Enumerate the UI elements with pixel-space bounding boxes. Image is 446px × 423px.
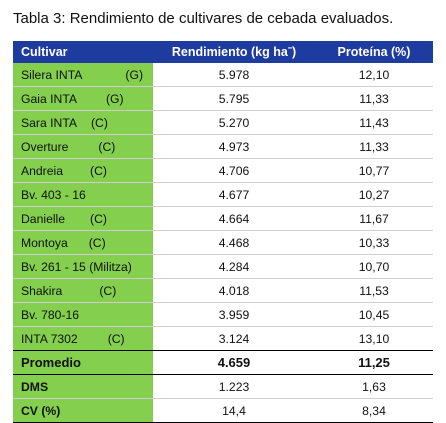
cultivar-name-cell: Bv. 780-16 <box>13 302 153 327</box>
yield-cell: 4.973 <box>153 134 315 159</box>
yield-cell: 4.664 <box>153 206 315 231</box>
yield-cell: 3.959 <box>153 302 315 327</box>
cultivar-name: Silera INTA <box>21 67 83 82</box>
stat-protein: 1,63 <box>362 379 386 394</box>
table-row: Bv. 780-16 3.959 10,45 <box>13 302 433 327</box>
cultivar-name-cell: Danielle (C) <box>13 206 153 231</box>
table-row: Bv. 403 - 16 4.677 10,27 <box>13 182 433 207</box>
stat-row: CV (%) 14,4 8,34 <box>13 398 433 423</box>
protein-cell: 11,33 <box>315 86 433 111</box>
cultivar-name-cell: Overture (C) <box>13 134 153 159</box>
cultivar-name-cell: Bv. 403 - 16 <box>13 182 153 207</box>
yield-cell: 5.270 <box>153 110 315 135</box>
protein-cell: 10,33 <box>315 230 433 255</box>
yield-cell: 4.677 <box>153 182 315 207</box>
protein-cell: 12,10 <box>358 67 390 82</box>
cultivar-name-cell: Andreia (C) <box>13 158 153 183</box>
table-row: INTA 7302 (C) 3.124 13,10 <box>13 326 433 351</box>
protein-cell: 10,70 <box>315 254 433 279</box>
yield-cell: 4.284 <box>153 254 315 279</box>
cultivar-name: Danielle <box>21 211 66 226</box>
protein-cell: 11,33 <box>315 134 433 159</box>
table-row: Andreia (C) 4.706 10,77 <box>13 158 433 183</box>
cultivar-type: (G) <box>125 67 144 82</box>
cultivar-name-cell: Bv. 261 - 15 (Militza) <box>13 254 153 279</box>
cultivar-type: (C) <box>91 115 108 130</box>
average-label: Promedio <box>13 350 153 375</box>
header-cultivar: Cultivar <box>13 41 153 63</box>
cultivar-name-cell: Sara INTA (C) <box>13 110 153 135</box>
protein-cell: 11,43 <box>315 110 433 135</box>
cultivar-name-cell: INTA 7302 (C) <box>13 326 153 351</box>
table-caption: Tabla 3: Rendimiento de cultivares de ce… <box>13 10 394 27</box>
cultivar-name: Sara INTA <box>21 115 77 130</box>
cultivar-name: Bv. 261 - 15 (Militza) <box>21 259 132 274</box>
stat-label: CV (%) <box>13 398 153 423</box>
table-row: Silera INTA (G) 5.978 12,10 <box>13 63 433 87</box>
cultivar-name-cell: Montoya (C) <box>13 230 153 255</box>
table-row: Sara INTA (C) 5.270 11,43 <box>13 110 433 135</box>
stat-row: DMS 1.223 1,63 <box>13 374 433 399</box>
cultivar-type: (C) <box>90 163 107 178</box>
stat-label: DMS <box>13 374 153 399</box>
stat-yield: 1.223 <box>218 379 250 394</box>
average-protein: 11,25 <box>315 350 433 375</box>
table-row: Overture (C) 4.973 11,33 <box>13 134 433 159</box>
cultivar-name: Bv. 780-16 <box>21 307 80 322</box>
cultivar-table: Cultivar Rendimiento (kg haˉ) Proteína (… <box>13 41 433 423</box>
cultivar-name: Bv. 403 - 16 <box>21 187 86 202</box>
average-yield: 4.659 <box>153 350 315 375</box>
protein-cell: 11,67 <box>315 206 433 231</box>
cultivar-name: Gaia INTA <box>21 91 77 106</box>
cultivar-type: (C) <box>90 211 107 226</box>
cultivar-name-cell: Silera INTA (G) <box>13 63 153 87</box>
protein-cell: 13,10 <box>315 326 433 351</box>
table-row: Gaia INTA (G) 5.795 11,33 <box>13 86 433 111</box>
table-row: Danielle (C) 4.664 11,67 <box>13 206 433 231</box>
yield-cell: 4.468 <box>153 230 315 255</box>
table-row: Montoya (C) 4.468 10,33 <box>13 230 433 255</box>
cultivar-type: (C) <box>98 139 116 154</box>
cultivar-type: (G) <box>106 91 124 106</box>
cultivar-type: (C) <box>107 331 125 346</box>
yield-cell: 4.706 <box>153 158 315 183</box>
stat-yield: 14,4 <box>153 398 315 423</box>
stat-protein: 8,34 <box>315 398 433 423</box>
cultivar-name: Andreia <box>21 163 64 178</box>
cultivar-name: INTA 7302 <box>21 331 78 346</box>
cultivar-name-cell: Gaia INTA (G) <box>13 86 153 111</box>
protein-cell: 10,77 <box>315 158 433 183</box>
header-yield: Rendimiento (kg haˉ) <box>153 41 315 63</box>
table-header-row: Cultivar Rendimiento (kg haˉ) Proteína (… <box>13 41 433 63</box>
protein-cell: 10,45 <box>315 302 433 327</box>
cultivar-type: (C) <box>88 235 106 250</box>
table-row: Bv. 261 - 15 (Militza) 4.284 10,70 <box>13 254 433 279</box>
table-row: Shakira (C) 4.018 11,53 <box>13 278 433 303</box>
cultivar-name: Overture <box>21 139 69 154</box>
header-protein: Proteína (%) <box>315 41 433 63</box>
cultivar-name: Shakira <box>21 283 63 298</box>
cultivar-type: (C) <box>99 283 117 298</box>
yield-cell: 5.978 <box>218 67 250 82</box>
yield-cell: 4.018 <box>153 278 315 303</box>
yield-cell: 5.795 <box>153 86 315 111</box>
average-row: Promedio 4.659 11,25 <box>13 350 433 375</box>
cultivar-name-cell: Shakira (C) <box>13 278 153 303</box>
protein-cell: 10,27 <box>315 182 433 207</box>
cultivar-name: Montoya <box>21 235 68 250</box>
yield-cell: 3.124 <box>153 326 315 351</box>
protein-cell: 11,53 <box>315 278 433 303</box>
